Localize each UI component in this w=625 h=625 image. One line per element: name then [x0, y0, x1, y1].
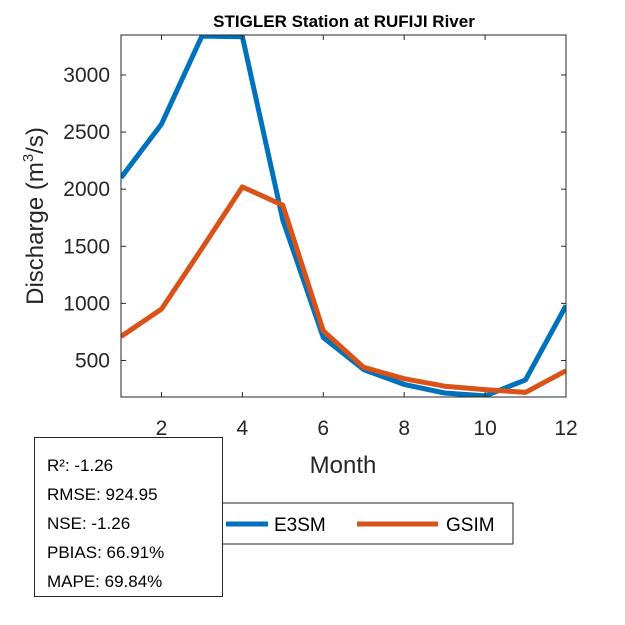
- series-line-gsim: [121, 184, 566, 395]
- legend: E3SM GSIM: [215, 502, 514, 545]
- y-axis-label: Discharge (m3/s): [20, 127, 49, 305]
- y-axis-label-superscript: 3: [20, 154, 37, 162]
- x-axis-label: Month: [310, 452, 377, 479]
- y-axis: 500 1000 1500 2000 2500 3000: [63, 64, 566, 372]
- y-axis-label-end: /s): [22, 127, 49, 154]
- x-tick-label: 6: [317, 417, 329, 440]
- legend-label-e3sm: E3SM: [274, 515, 326, 536]
- stat-nse: NSE: -1.26: [47, 514, 131, 533]
- plot-background: [121, 35, 566, 397]
- series-line-e3sm: [121, 35, 566, 397]
- stat-r2: R²: -1.26: [47, 456, 114, 475]
- x-tick-label: 2: [156, 417, 168, 440]
- y-tick-label: 3000: [63, 64, 110, 87]
- y-tick-label: 2000: [63, 178, 110, 201]
- stat-rmse: RMSE: 924.95: [47, 485, 158, 504]
- x-tick-label: 12: [554, 417, 577, 440]
- y-tick-label: 1500: [63, 235, 110, 258]
- chart-title: STIGLER Station at RUFIJI River: [213, 12, 475, 31]
- y-tick-label: 1000: [63, 292, 110, 315]
- x-tick-label: 8: [398, 417, 410, 440]
- x-tick-label: 4: [237, 417, 249, 440]
- y-tick-label: 500: [75, 349, 110, 372]
- legend-label-gsim: GSIM: [446, 515, 495, 536]
- axes-box: [120, 34, 567, 398]
- stats-box: R²: -1.26 RMSE: 924.95 NSE: -1.26 PBIAS:…: [34, 437, 223, 597]
- y-tick-label: 2500: [63, 121, 110, 144]
- plot-area: [120, 34, 567, 398]
- x-tick-label: 10: [473, 417, 496, 440]
- series-layer: [121, 35, 566, 397]
- stat-pbias: PBIAS: 66.91%: [47, 543, 165, 562]
- stat-mape: MAPE: 69.84%: [47, 572, 163, 591]
- x-axis: 2 4 6 8 10 12: [156, 35, 578, 440]
- y-axis-label-main: Discharge (m: [22, 162, 49, 305]
